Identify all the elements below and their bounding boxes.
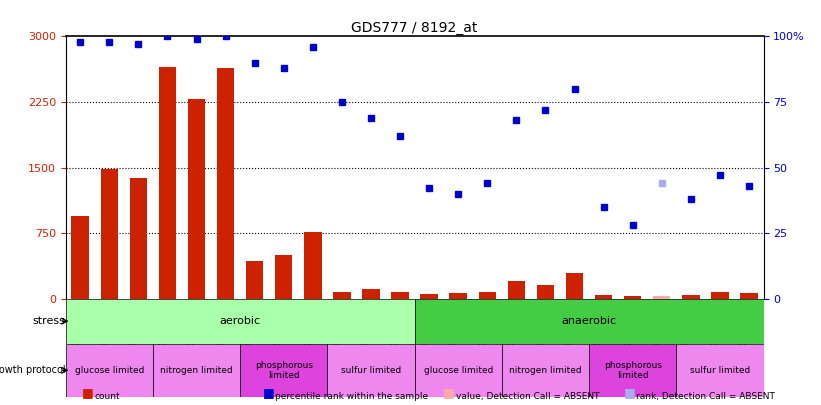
FancyBboxPatch shape	[415, 298, 764, 344]
Text: GSM29940: GSM29940	[536, 304, 545, 345]
Bar	[682, 295, 699, 298]
Text: GSM29932: GSM29932	[391, 304, 400, 345]
Text: GSM29912: GSM29912	[71, 304, 80, 345]
Text: GSM29939: GSM29939	[507, 304, 516, 345]
Bar	[392, 292, 409, 298]
Text: count: count	[94, 392, 120, 401]
Bar	[711, 292, 729, 298]
Text: growth protocol: growth protocol	[0, 365, 66, 375]
Bar	[420, 294, 438, 298]
Bar	[566, 273, 583, 298]
Text: GSM29924: GSM29924	[245, 304, 255, 345]
Text: GSM29930: GSM29930	[362, 304, 371, 345]
Text: GSM29948: GSM29948	[681, 304, 690, 345]
Text: value, Detection Call = ABSENT: value, Detection Call = ABSENT	[456, 392, 599, 401]
Text: GSM29942: GSM29942	[566, 304, 575, 345]
Bar	[246, 261, 264, 298]
Text: phosphorous
limited: phosphorous limited	[255, 360, 313, 380]
FancyBboxPatch shape	[328, 344, 415, 397]
Bar	[275, 255, 292, 298]
Text: ■: ■	[82, 386, 94, 399]
Text: nitrogen limited: nitrogen limited	[160, 366, 233, 375]
Bar	[101, 169, 118, 298]
Text: stress: stress	[33, 316, 66, 326]
Text: GSM29927: GSM29927	[304, 304, 313, 345]
Bar	[71, 215, 89, 298]
Text: GSM29945: GSM29945	[624, 304, 633, 345]
Title: GDS777 / 8192_at: GDS777 / 8192_at	[351, 21, 478, 35]
Bar	[188, 99, 205, 298]
Bar	[507, 281, 525, 298]
Text: rank, Detection Call = ABSENT: rank, Detection Call = ABSENT	[636, 392, 775, 401]
Text: sulfur limited: sulfur limited	[341, 366, 401, 375]
Text: ■: ■	[624, 386, 635, 399]
Bar	[741, 293, 758, 298]
Bar	[217, 68, 234, 298]
Bar	[450, 293, 467, 298]
Bar	[595, 295, 612, 298]
Text: anaerobic: anaerobic	[562, 316, 617, 326]
Bar	[537, 285, 554, 298]
Bar	[653, 296, 671, 298]
Text: phosphorous
limited: phosphorous limited	[603, 360, 662, 380]
Text: ■: ■	[443, 386, 455, 399]
Text: GSM29929: GSM29929	[333, 304, 342, 345]
FancyBboxPatch shape	[66, 298, 415, 344]
Bar	[362, 288, 379, 298]
Text: GSM29920: GSM29920	[158, 304, 167, 345]
Bar	[333, 292, 351, 298]
Text: GSM29914: GSM29914	[100, 304, 109, 345]
Text: GSM29921: GSM29921	[187, 304, 196, 345]
FancyBboxPatch shape	[589, 344, 677, 397]
Text: glucose limited: glucose limited	[424, 366, 493, 375]
Text: aerobic: aerobic	[219, 316, 261, 326]
Text: ■: ■	[263, 386, 274, 399]
Bar	[624, 296, 641, 298]
Text: GSM29937: GSM29937	[479, 304, 488, 345]
Text: GSM29917: GSM29917	[130, 304, 139, 345]
Text: GSM29946: GSM29946	[653, 304, 662, 345]
FancyBboxPatch shape	[153, 344, 241, 397]
Text: GSM29951: GSM29951	[740, 304, 749, 345]
Text: percentile rank within the sample: percentile rank within the sample	[275, 392, 429, 401]
FancyBboxPatch shape	[241, 344, 328, 397]
FancyBboxPatch shape	[502, 344, 589, 397]
Text: GSM29943: GSM29943	[594, 304, 603, 345]
Bar	[479, 292, 496, 298]
Text: GSM29934: GSM29934	[420, 304, 429, 345]
Text: glucose limited: glucose limited	[75, 366, 144, 375]
Bar	[158, 67, 177, 298]
FancyBboxPatch shape	[66, 344, 153, 397]
Text: GSM29926: GSM29926	[275, 304, 284, 345]
FancyBboxPatch shape	[415, 344, 502, 397]
Bar	[304, 232, 322, 298]
FancyBboxPatch shape	[677, 344, 764, 397]
Bar	[130, 178, 147, 298]
Text: GSM29922: GSM29922	[217, 304, 226, 345]
Text: GSM29936: GSM29936	[449, 304, 458, 345]
Text: sulfur limited: sulfur limited	[690, 366, 750, 375]
Text: nitrogen limited: nitrogen limited	[509, 366, 582, 375]
Text: GSM29949: GSM29949	[711, 304, 720, 345]
